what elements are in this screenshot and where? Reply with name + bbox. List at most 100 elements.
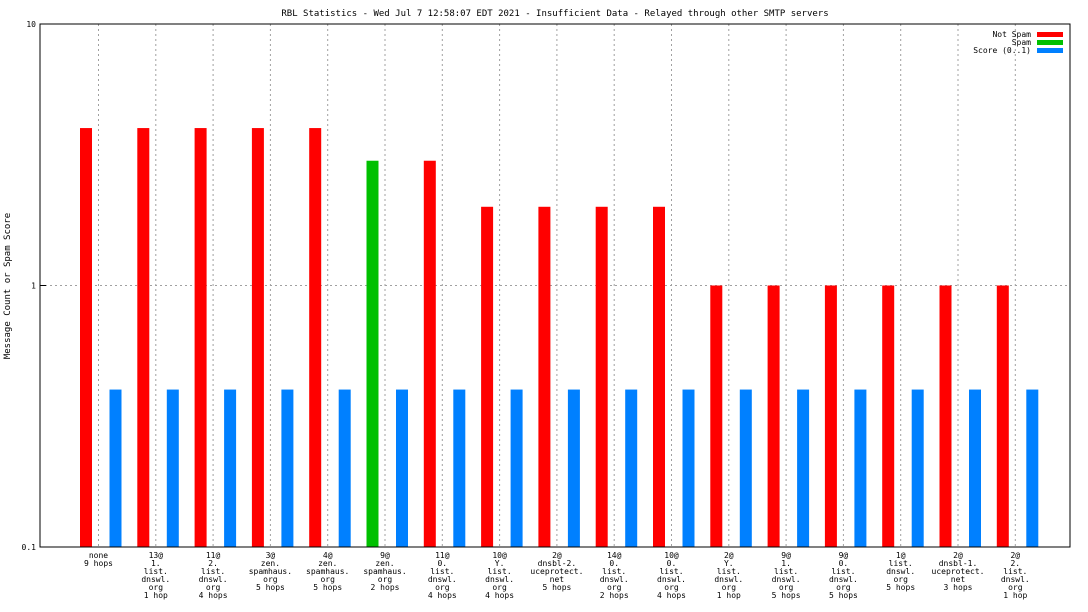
legend-swatch [1037, 32, 1063, 37]
bar-score [453, 389, 466, 547]
legend-swatch [1037, 48, 1063, 53]
x-tick-label: list. [774, 567, 798, 576]
x-tick-label: list. [717, 567, 741, 576]
x-tick-label: 2 hops [371, 583, 400, 592]
x-tick-label: 2. [208, 559, 218, 568]
x-tick-label: 5 hops [829, 591, 858, 600]
x-tick-label: dnswl. [829, 575, 858, 584]
bar-not-spam [996, 285, 1009, 547]
x-tick-label: dnswl. [141, 575, 170, 584]
x-tick-label: 9 hops [84, 559, 113, 568]
x-tick-label: list. [889, 559, 913, 568]
x-tick-label: zen. [261, 559, 280, 568]
bar-score [224, 389, 237, 547]
x-tick-label: list. [602, 567, 626, 576]
x-tick-label: 2@ [1010, 551, 1020, 560]
x-tick-label: dnswl. [485, 575, 514, 584]
legend-label: Not Spam [992, 30, 1031, 39]
x-tick-label: 4 hops [199, 591, 228, 600]
x-tick-label: 10@ [664, 551, 679, 560]
x-tick-label: 13@ [149, 551, 164, 560]
x-tick-label: 10@ [492, 551, 507, 560]
x-tick-label: uceprotect. [932, 567, 985, 576]
bar-score [739, 389, 752, 547]
x-tick-label: dnswl. [657, 575, 686, 584]
bar-score [1026, 389, 1039, 547]
x-tick-label: none [89, 551, 108, 560]
y-ticks: 0.1 1 10 [22, 20, 46, 552]
x-tick-label: org [836, 583, 851, 592]
x-tick-label: list. [144, 567, 168, 576]
x-tick-label: org [1008, 583, 1023, 592]
x-tick-label: list. [488, 567, 512, 576]
x-tick-label: zen. [318, 559, 337, 568]
x-tick-label: list. [1003, 567, 1027, 576]
bar-not-spam [767, 285, 780, 547]
x-tick-label: 0. [437, 559, 447, 568]
bar-not-spam [194, 128, 207, 547]
bar-not-spam [653, 206, 665, 548]
x-tick-label: org [664, 583, 679, 592]
bar-not-spam [882, 285, 895, 547]
y-tick-label: 0.1 [22, 543, 37, 552]
x-tick-label: dnswl. [199, 575, 228, 584]
x-tick-label: dnswl. [1001, 575, 1030, 584]
x-tick-label: list. [201, 567, 225, 576]
bar-score [625, 389, 638, 547]
x-tick-label: 2@ [724, 551, 734, 560]
x-tick-label: 14@ [607, 551, 622, 560]
bar-not-spam [538, 206, 551, 548]
x-tick-label: list. [831, 567, 855, 576]
x-tick-label: dnsbl-1. [939, 559, 978, 568]
x-tick-label: dnswl. [428, 575, 457, 584]
x-tick-label: 11@ [206, 551, 221, 560]
x-tick-label: 0. [609, 559, 619, 568]
legend-label: Spam [1012, 38, 1031, 47]
x-tick-label: 9@ [781, 551, 791, 560]
x-tick-label: 4 hops [428, 591, 457, 600]
legend-label: Score (0..1) [973, 46, 1031, 55]
x-tick-label: org [149, 583, 164, 592]
y-tick-label: 10 [26, 20, 36, 29]
x-tick-label: org [492, 583, 507, 592]
gridlines [40, 24, 1070, 547]
x-tick-label: 4@ [323, 551, 333, 560]
x-tick-label: 5 hops [886, 583, 915, 592]
x-tick-label: org [263, 575, 278, 584]
bar-not-spam [939, 285, 952, 547]
x-tick-label: 3 hops [944, 583, 973, 592]
bar-score [109, 389, 122, 547]
x-tick-label: 1 hop [144, 591, 168, 600]
x-tick-label: 5 hops [256, 583, 285, 592]
x-tick-label: 5 hops [772, 591, 801, 600]
bar-not-spam [80, 128, 92, 547]
chart-title: RBL Statistics - Wed Jul 7 12:58:07 EDT … [281, 9, 828, 19]
bar-not-spam [251, 128, 264, 547]
x-tick-label: 2 hops [600, 591, 629, 600]
x-tick-label: net [550, 575, 565, 584]
x-tick-label: 2@ [552, 551, 562, 560]
x-tick-label: 1 hop [717, 591, 741, 600]
x-tick-label: 5 hops [542, 583, 571, 592]
x-tick-label: org [435, 583, 450, 592]
x-tick-label: 2. [1010, 559, 1020, 568]
bar-score [969, 389, 981, 547]
x-tick-label: dnswl. [714, 575, 743, 584]
bar-spam [366, 160, 379, 547]
x-tick-label: 0. [667, 559, 677, 568]
y-axis-label: Message Count or Spam Score [3, 213, 13, 359]
bar-not-spam [595, 206, 608, 548]
bar-score [281, 389, 294, 547]
x-tick-label: 2@ [953, 551, 963, 560]
x-tick-label: spamhaus. [249, 567, 292, 576]
y-tick-label: 1 [31, 282, 36, 291]
x-tick-label: list. [659, 567, 683, 576]
x-tick-label: zen. [375, 559, 394, 568]
x-tick-label: spamhaus. [306, 567, 349, 576]
bar-not-spam [309, 128, 322, 547]
bar-score [338, 389, 351, 547]
bar-score [396, 389, 408, 547]
